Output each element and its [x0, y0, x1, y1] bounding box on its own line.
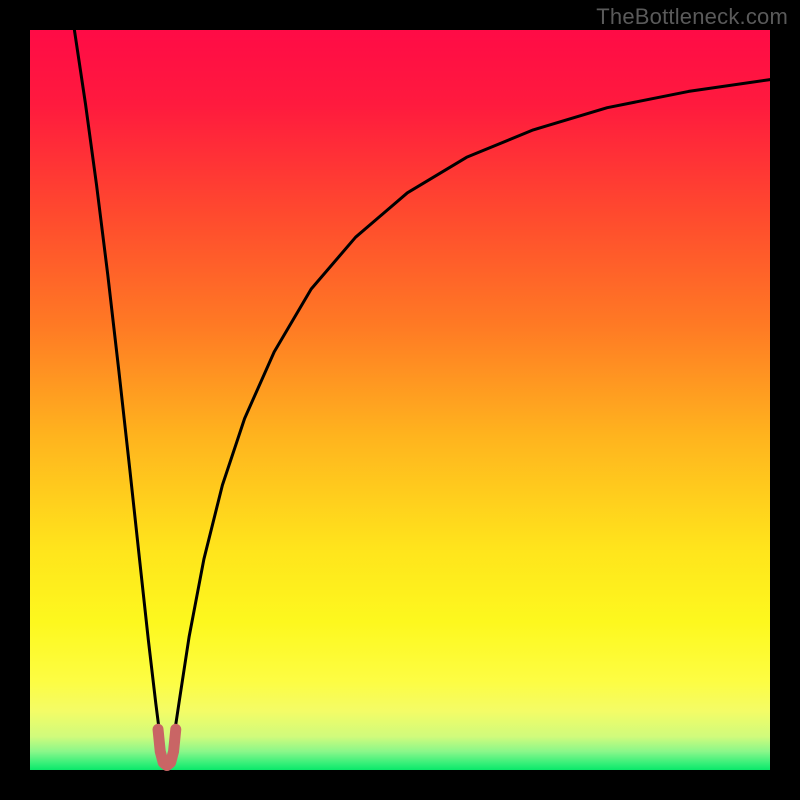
chart-container: { "watermark": { "text": "TheBottleneck.…	[0, 0, 800, 800]
bottleneck-chart	[0, 0, 800, 800]
watermark-text: TheBottleneck.com	[596, 4, 788, 30]
plot-background	[30, 30, 770, 770]
